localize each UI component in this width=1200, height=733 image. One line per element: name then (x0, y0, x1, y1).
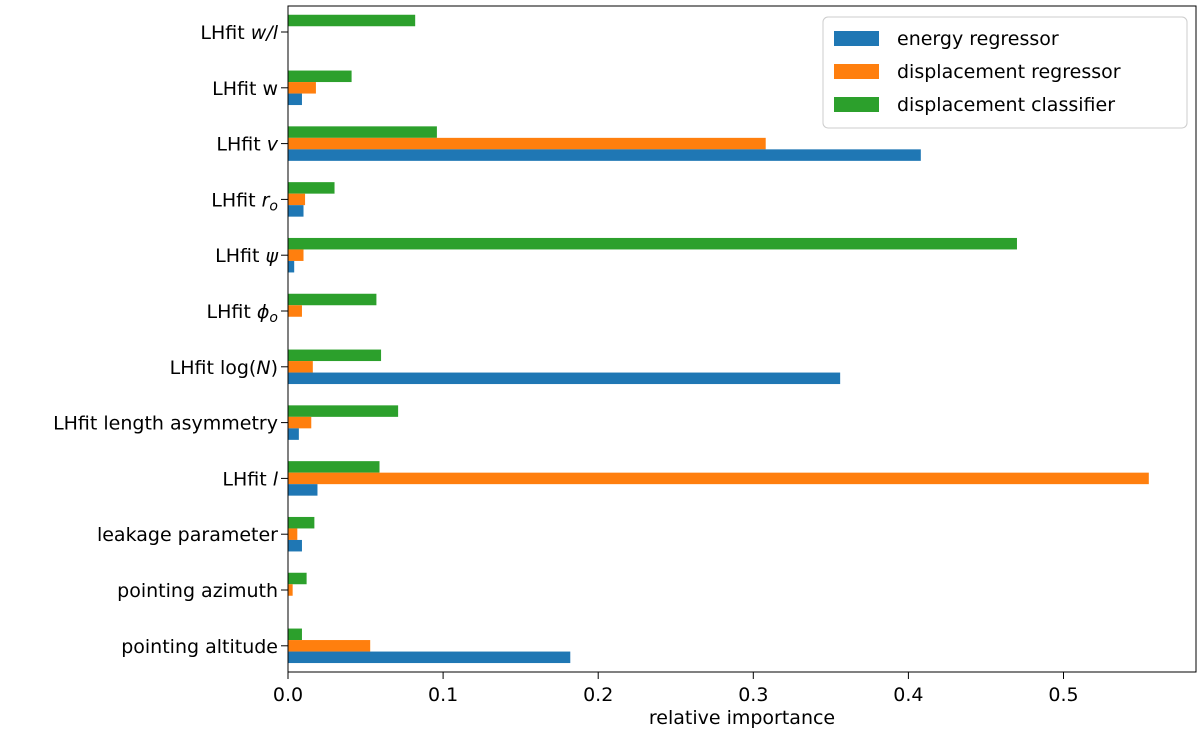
y-tick-label: leakage parameter (97, 524, 278, 546)
x-axis: 0.0 0.1 0.2 0.3 0.4 0.5 (273, 672, 1079, 706)
legend-swatch-energy-regressor (834, 31, 879, 46)
y-tick-label: pointing azimuth (117, 580, 278, 602)
bar-displacement-regressor-3 (288, 137, 766, 150)
y-tick-label: LHfit log(N) (170, 357, 278, 379)
bar-displacement-regressor-2 (288, 82, 316, 94)
bar-displacement-classifier-8 (288, 405, 399, 417)
legend-label-displacement-regressor: displacement regressor (897, 61, 1121, 83)
x-tick-label: 0.5 (1048, 684, 1078, 706)
bar-displacement-classifier-6 (288, 293, 377, 306)
bar-energy-regressor-2 (288, 93, 302, 106)
y-tick-label: LHfit w/l (200, 22, 278, 44)
bars-layer (288, 14, 1149, 664)
bar-displacement-classifier-2 (288, 70, 352, 83)
y-axis: LHfit w/l LHfit w LHfit v LHfit ro LHfit ψ LH… (53, 22, 288, 658)
x-tick-label: 0.2 (583, 684, 613, 706)
bar-energy-regressor-5 (288, 260, 295, 273)
y-tick-label: LHfit v (216, 134, 278, 156)
bar-displacement-classifier-1 (288, 14, 416, 27)
bar-displacement-regressor-10 (288, 528, 298, 540)
plot-frame (287, 5, 1197, 673)
bar-displacement-regressor-4 (288, 193, 306, 206)
bar-displacement-regressor-11 (288, 584, 293, 596)
legend-swatch-displacement-classifier (834, 97, 879, 112)
bar-energy-regressor-8 (288, 428, 299, 440)
bar-displacement-regressor-9 (288, 472, 1149, 485)
bar-displacement-classifier-9 (288, 461, 380, 473)
bar-energy-regressor-10 (288, 539, 302, 552)
bar-displacement-regressor-7 (288, 361, 313, 373)
x-tick-label: 0.4 (893, 684, 923, 706)
bar-displacement-classifier-4 (288, 182, 335, 194)
legend-label-energy-regressor: energy regressor (897, 28, 1059, 50)
bar-displacement-classifier-3 (288, 126, 437, 138)
bar-energy-regressor-9 (288, 484, 318, 496)
bar-displacement-regressor-8 (288, 416, 312, 429)
legend-swatch-displacement-regressor (834, 64, 879, 79)
bar-energy-regressor-7 (288, 372, 841, 385)
bar-displacement-classifier-11 (288, 572, 307, 585)
bar-displacement-classifier-7 (288, 349, 382, 362)
legend-label-displacement-classifier: displacement classifier (897, 94, 1115, 116)
bar-displacement-classifier-5 (288, 237, 1017, 250)
bar-displacement-regressor-5 (288, 249, 304, 261)
y-tick-label: pointing altitude (121, 636, 278, 658)
legend-box (822, 16, 1188, 129)
x-tick-label: 0.1 (428, 684, 458, 706)
legend: energy regressor displacement regressor di… (822, 16, 1188, 129)
y-tick-label: LHfit l (222, 468, 278, 490)
bar-energy-regressor-3 (288, 149, 921, 161)
bar-displacement-regressor-6 (288, 305, 302, 317)
x-axis-label: relative importance (649, 707, 835, 729)
bar-displacement-classifier-12 (288, 628, 302, 641)
bar-energy-regressor-4 (288, 205, 304, 217)
y-tick-label: LHfit ψ (215, 245, 278, 267)
y-tick-label: LHfit ro (211, 189, 278, 214)
bar-energy-regressor-12 (288, 651, 571, 664)
bar-displacement-regressor-12 (288, 640, 371, 652)
y-tick-label: LHfit ϕo (207, 301, 278, 326)
x-tick-label: 0.0 (273, 684, 303, 706)
x-tick-label: 0.3 (738, 684, 768, 706)
y-tick-label: LHfit length asymmetry (53, 413, 278, 435)
y-tick-label: LHfit w (212, 78, 278, 100)
bar-displacement-classifier-10 (288, 516, 315, 529)
